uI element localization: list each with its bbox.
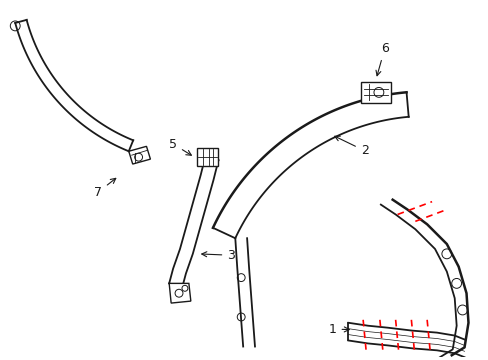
- Polygon shape: [169, 283, 190, 303]
- Polygon shape: [230, 0, 262, 1]
- Polygon shape: [347, 323, 464, 357]
- Text: 4: 4: [0, 359, 1, 360]
- Polygon shape: [361, 82, 390, 103]
- Text: 5: 5: [169, 138, 191, 155]
- Text: 2: 2: [334, 136, 368, 157]
- Polygon shape: [169, 156, 218, 288]
- Polygon shape: [380, 200, 468, 357]
- Polygon shape: [196, 148, 218, 166]
- Polygon shape: [15, 20, 133, 151]
- Polygon shape: [213, 92, 408, 238]
- Text: 7: 7: [94, 178, 116, 199]
- Text: 3: 3: [202, 249, 235, 262]
- Text: 1: 1: [328, 323, 348, 336]
- Text: 6: 6: [375, 42, 388, 76]
